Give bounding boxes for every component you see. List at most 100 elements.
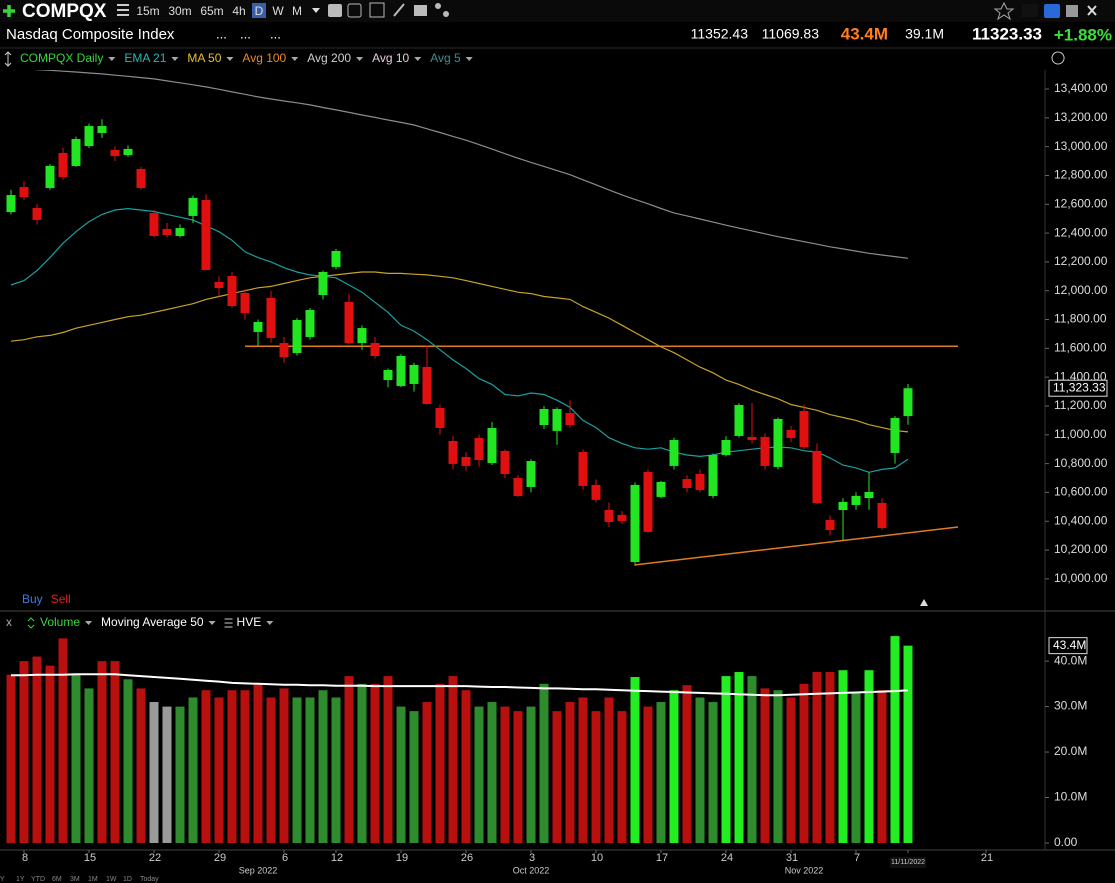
tool-icon[interactable] [328, 4, 342, 17]
volume-bar [253, 683, 263, 843]
volume-bar [565, 702, 575, 843]
volume-bar [656, 702, 666, 843]
volume-bar [526, 706, 536, 843]
legend-dropdown[interactable] [291, 57, 299, 61]
y-tick-label: 11,200.00 [1054, 398, 1107, 412]
legend-item[interactable]: Moving Average 50 [101, 615, 204, 629]
y-tick-label: 12,400.00 [1054, 225, 1108, 239]
candle-body [409, 364, 419, 384]
legend-icon[interactable] [224, 618, 233, 628]
s-icon[interactable] [1044, 4, 1060, 18]
volume-bar [721, 676, 731, 843]
legend-item[interactable]: EMA 21 [124, 51, 166, 65]
volume-bar [422, 702, 432, 843]
candle-body [422, 366, 432, 404]
range-button[interactable]: 6M [52, 876, 62, 883]
signal-label[interactable]: Sell [51, 592, 71, 606]
legend-dropdown[interactable] [85, 621, 93, 625]
volume-bar [396, 706, 406, 843]
tool-icon[interactable] [443, 11, 449, 17]
legend-item[interactable]: Avg 100 [242, 51, 286, 65]
candle-body [19, 186, 29, 198]
x-tick-label: 17 [656, 852, 668, 864]
range-button[interactable]: 1W [106, 876, 117, 883]
tool-icon[interactable] [435, 3, 441, 9]
legend-toggle[interactable] [27, 617, 35, 629]
candle-body [32, 208, 42, 220]
volume-bar [747, 676, 757, 843]
legend-dropdown[interactable] [171, 57, 179, 61]
legend-dropdown[interactable] [465, 57, 473, 61]
candle-body [734, 404, 744, 436]
legend-item[interactable]: HVE [237, 615, 262, 629]
x-tick-label: 6 [282, 852, 288, 864]
legend-dropdown[interactable] [356, 57, 364, 61]
legend-item[interactable]: Avg 5 [430, 51, 461, 65]
tool-icon[interactable] [347, 3, 362, 18]
range-button[interactable]: 3M [70, 876, 80, 883]
x-tick-label: 31 [786, 852, 798, 864]
candle-body [500, 450, 510, 474]
menu-icon[interactable] [117, 4, 129, 16]
x-tick-label: 12 [331, 852, 343, 864]
last-volume-box [1048, 637, 1088, 655]
candle-body [721, 439, 731, 455]
legend-item[interactable]: MA 50 [187, 51, 221, 65]
panel-toggle[interactable] [4, 51, 12, 67]
interval[interactable]: M [292, 4, 302, 18]
tool-icon[interactable] [369, 2, 385, 18]
legend-item[interactable]: Avg 10 [372, 51, 409, 65]
tool-icon[interactable] [414, 5, 427, 16]
panel-close[interactable]: x [6, 615, 12, 629]
interval[interactable]: 15m [136, 4, 159, 18]
range-button[interactable]: 1Y [16, 876, 25, 883]
window-icon[interactable] [1066, 5, 1078, 17]
interval[interactable]: D [255, 4, 264, 18]
legend-dropdown[interactable] [208, 621, 216, 625]
candle-body [812, 450, 822, 503]
legend-item[interactable]: Avg 200 [307, 51, 351, 65]
close-icon[interactable] [1087, 5, 1097, 16]
candle-body [110, 149, 120, 157]
y-tick-label: 10,800.00 [1054, 456, 1108, 470]
legend-dropdown[interactable] [108, 57, 116, 61]
legend-item[interactable]: Volume [40, 615, 80, 629]
volume-bar [903, 645, 913, 843]
candle-body [201, 199, 211, 270]
interval[interactable]: W [272, 4, 284, 18]
settings-icon[interactable] [1051, 51, 1065, 65]
legend-item[interactable]: COMPQX Daily [20, 51, 103, 65]
range-button[interactable]: YTD [31, 876, 45, 883]
volume-bar [71, 674, 81, 843]
volume-bar [825, 672, 835, 843]
legend-dropdown[interactable] [226, 57, 234, 61]
interval[interactable]: 30m [168, 4, 191, 18]
y-tick-label: 12,200.00 [1054, 254, 1108, 268]
candle-body [526, 461, 536, 487]
add-icon[interactable] [3, 5, 15, 17]
range-button[interactable]: 1D [123, 876, 132, 883]
volume-bar [279, 688, 289, 843]
range-button[interactable]: Today [140, 876, 159, 883]
interval-dropdown[interactable] [312, 8, 320, 13]
candle-body [591, 484, 601, 500]
y-tick-label: 12,600.00 [1054, 196, 1108, 210]
rt-icon[interactable] [1022, 4, 1038, 17]
symbol[interactable]: COMPQX [22, 1, 107, 22]
interval-active[interactable] [252, 3, 266, 18]
interval[interactable]: 4h [232, 4, 245, 18]
star-icon[interactable] [993, 1, 1015, 21]
x-tick-label: 19 [396, 852, 408, 864]
legend-dropdown[interactable] [266, 621, 274, 625]
candle-body [539, 409, 549, 426]
interval[interactable]: 65m [200, 4, 223, 18]
y-tick-label: 13,200.00 [1054, 110, 1108, 124]
candle-body [786, 429, 796, 438]
tool-icon[interactable] [393, 3, 405, 17]
y-tick-label: 10.0M [1054, 790, 1087, 804]
candle-body [227, 276, 237, 306]
legend-dropdown[interactable] [414, 57, 422, 61]
range-button[interactable]: 5Y [0, 876, 5, 883]
range-button[interactable]: 1M [88, 876, 98, 883]
signal-label[interactable]: Buy [22, 592, 43, 606]
